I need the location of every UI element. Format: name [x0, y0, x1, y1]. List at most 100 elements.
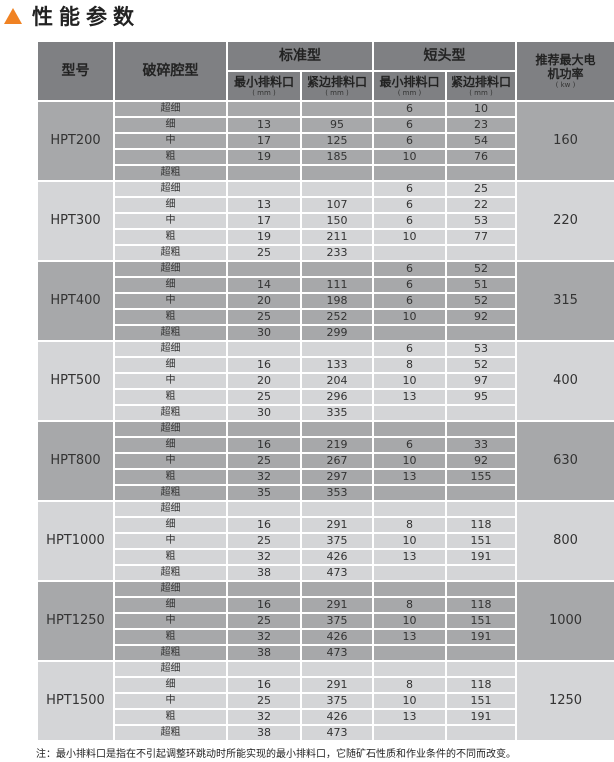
cavity-cell: 中 — [113, 212, 228, 230]
model-cell: HPT200 — [36, 100, 115, 182]
std-min-cell: 25 — [226, 388, 302, 406]
cavity-cell: 中 — [113, 532, 228, 550]
table-row: HPT1500 超细 1250 — [36, 660, 614, 742]
std-min-cell: 25 — [226, 244, 302, 262]
sh-css-cell: 118 — [445, 596, 517, 614]
std-css-cell: 291 — [300, 596, 374, 614]
sh-css-cell: 118 — [445, 676, 517, 694]
std-css-cell: 375 — [300, 532, 374, 550]
std-min-cell: 20 — [226, 372, 302, 390]
cavity-cell: 超粗 — [113, 484, 228, 502]
sh-css-cell: 191 — [445, 548, 517, 566]
cavity-cell: 粗 — [113, 628, 228, 646]
cavity-cell: 中 — [113, 692, 228, 710]
sh-css-cell: 25 — [445, 180, 517, 198]
std-min-cell: 25 — [226, 692, 302, 710]
std-css-cell — [300, 580, 374, 598]
sh-css-cell: 151 — [445, 692, 517, 710]
sh-min-cell: 8 — [372, 676, 447, 694]
std-css-cell: 291 — [300, 676, 374, 694]
std-css-cell: 426 — [300, 628, 374, 646]
sh-min-cell — [372, 324, 447, 342]
std-css-cell: 125 — [300, 132, 374, 150]
std-min-cell: 32 — [226, 708, 302, 726]
model-cell: HPT300 — [36, 180, 115, 262]
sh-css-cell: 54 — [445, 132, 517, 150]
sh-min-cell: 6 — [372, 100, 447, 118]
std-min-cell: 35 — [226, 484, 302, 502]
table-row: 粗 32 426 13 191 — [37, 548, 614, 566]
cavity-cell: 超细 — [113, 340, 228, 358]
sh-min-cell: 6 — [372, 212, 447, 230]
sh-css-cell: 155 — [445, 468, 517, 486]
header-cavity: 破碎腔型 — [113, 40, 228, 102]
cavity-cell: 超细 — [113, 660, 228, 678]
std-css-cell — [300, 180, 374, 198]
sh-css-cell: 52 — [445, 260, 517, 278]
sh-css-cell — [445, 660, 517, 678]
std-min-cell: 19 — [226, 148, 302, 166]
sh-css-cell: 33 — [445, 436, 517, 454]
std-min-cell: 25 — [226, 452, 302, 470]
sh-min-cell: 6 — [372, 260, 447, 278]
std-min-cell: 16 — [226, 516, 302, 534]
unit: ( mm ) — [252, 89, 276, 97]
sh-css-cell: 151 — [445, 612, 517, 630]
cavity-cell: 细 — [113, 116, 228, 134]
std-min-cell: 13 — [226, 116, 302, 134]
power-cell: 1250 — [515, 660, 614, 742]
sh-css-cell: 95 — [445, 388, 517, 406]
std-css-cell: 473 — [300, 724, 374, 742]
label: 紧边排料口 — [450, 75, 511, 89]
cavity-cell: 中 — [113, 292, 228, 310]
cavity-cell: 超细 — [113, 420, 228, 438]
cavity-cell: 超细 — [113, 100, 228, 118]
sh-min-cell: 6 — [372, 340, 447, 358]
std-min-cell: 16 — [226, 596, 302, 614]
std-min-cell: 38 — [226, 564, 302, 582]
label: 最小排料口 — [233, 75, 294, 89]
table-row: 细 16 133 8 52 — [37, 356, 614, 374]
sh-css-cell: 53 — [445, 212, 517, 230]
cavity-cell: 中 — [113, 452, 228, 470]
header-sh-min: 最小排料口( mm ) — [372, 70, 447, 102]
std-css-cell: 426 — [300, 708, 374, 726]
std-css-cell: 299 — [300, 324, 374, 342]
sh-min-cell: 8 — [372, 516, 447, 534]
table-row: HPT1250 超细 1000 — [36, 580, 614, 662]
triangle-icon — [4, 8, 22, 24]
sh-min-cell — [372, 484, 447, 502]
sh-min-cell — [372, 244, 447, 262]
table-row: 超粗 35 353 — [37, 484, 614, 502]
sh-css-cell — [445, 164, 517, 182]
cavity-cell: 超粗 — [113, 404, 228, 422]
sh-css-cell: 151 — [445, 532, 517, 550]
table-row: HPT200 超细 6 10 160 — [36, 100, 614, 182]
cavity-cell: 粗 — [113, 228, 228, 246]
sh-min-cell — [372, 660, 447, 678]
cavity-cell: 细 — [113, 436, 228, 454]
std-css-cell: 211 — [300, 228, 374, 246]
table-row: 细 13 107 6 22 — [37, 196, 614, 214]
sh-min-cell: 6 — [372, 132, 447, 150]
table-row: 细 16 291 8 118 — [37, 516, 614, 534]
table-row: 中 25 375 10 151 — [37, 692, 614, 710]
std-css-cell: 133 — [300, 356, 374, 374]
power-cell: 400 — [515, 340, 614, 422]
std-min-cell — [226, 580, 302, 598]
header-sh-css: 紧边排料口( mm ) — [445, 70, 517, 102]
table-row: 超粗 30 335 — [37, 404, 614, 422]
table-row: HPT300 超细 6 25 220 — [36, 180, 614, 262]
std-min-cell: 16 — [226, 436, 302, 454]
table-row: 超粗 38 473 — [37, 724, 614, 742]
cavity-cell: 粗 — [113, 388, 228, 406]
label: 最小排料口 — [379, 75, 440, 89]
cavity-cell: 细 — [113, 516, 228, 534]
std-min-cell: 19 — [226, 228, 302, 246]
table-row: 细 16 219 6 33 — [37, 436, 614, 454]
std-min-cell: 16 — [226, 356, 302, 374]
table-row: 中 20 198 6 52 — [37, 292, 614, 310]
sh-min-cell — [372, 564, 447, 582]
table-row: 中 25 375 10 151 — [37, 612, 614, 630]
sh-min-cell: 10 — [372, 372, 447, 390]
